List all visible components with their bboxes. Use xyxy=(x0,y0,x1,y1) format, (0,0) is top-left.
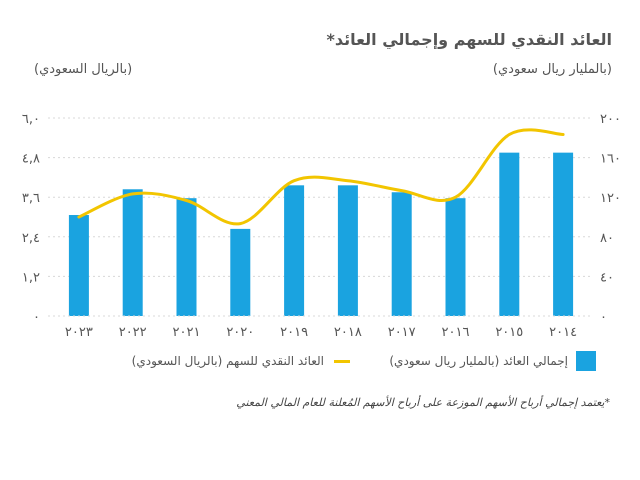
right-y-tick-label: ٤٠ xyxy=(600,270,614,285)
line-series xyxy=(77,128,565,226)
bar-series xyxy=(68,152,574,316)
legend-bar-label: إجمالي العائد (بالمليار ريال سعودي) xyxy=(389,354,568,368)
left-y-tick-label: ٠ xyxy=(33,310,40,325)
left-y-axis: ٠ ١,٢ ٢,٤ ٣,٦ ٤,٨ ٦,٠ xyxy=(22,112,40,325)
x-tick-label: ٢٠١٧ xyxy=(388,325,416,340)
legend-line-label: العائد النقدي للسهم (بالريال السعودي) xyxy=(131,354,324,368)
bar xyxy=(68,215,89,316)
right-y-axis: ٠ ٤٠ ٨٠ ١٢٠ ١٦٠ ٢٠٠ xyxy=(600,112,621,325)
right-y-tick-label: ٨٠ xyxy=(600,231,614,246)
right-y-tick-label: ٠ xyxy=(600,310,607,325)
left-y-tick-label: ٢,٤ xyxy=(22,231,40,246)
bar xyxy=(445,198,466,316)
x-tick-label: ٢٠١٦ xyxy=(442,325,470,340)
x-axis: ٢٠٢٣ ٢٠٢٢ ٢٠٢١ ٢٠٢٠ ٢٠١٩ ٢٠١٨ ٢٠١٧ ٢٠١٦ ٢٠١٥ ٢٠١٤ xyxy=(48,315,590,340)
bar xyxy=(337,185,358,316)
right-y-tick-label: ١٢٠ xyxy=(600,191,621,206)
x-tick-label: ٢٠١٤ xyxy=(549,325,577,340)
footnote: *يعتمد إجمالي أرباح الأسهم الموزعة على أ… xyxy=(236,396,610,409)
bar xyxy=(553,152,574,316)
left-y-tick-label: ٦,٠ xyxy=(22,112,40,127)
right-y-tick-label: ١٦٠ xyxy=(600,152,621,167)
x-tick-label: ٢٠١٥ xyxy=(495,325,523,340)
right-axis-unit: (بالمليار ريال سعودي) xyxy=(492,62,612,77)
x-tick-label: ٢٠١٩ xyxy=(280,325,308,340)
legend-bar-swatch xyxy=(576,351,596,371)
legend-line-swatch xyxy=(334,359,350,363)
bar xyxy=(122,189,143,316)
x-tick-label: ٢٠٢١ xyxy=(173,325,201,340)
chart-title: العائد النقدي للسهم وإجمالي العائد* xyxy=(326,30,612,49)
series-line xyxy=(77,128,565,226)
x-tick-label: ٢٠١٨ xyxy=(334,325,362,340)
left-y-tick-label: ٣,٦ xyxy=(22,191,40,206)
x-tick-label: ٢٠٢٠ xyxy=(226,325,254,340)
bar xyxy=(230,228,251,316)
bar xyxy=(499,152,520,316)
left-y-tick-label: ١,٢ xyxy=(22,270,40,285)
legend-item-dividend-per-share: العائد النقدي للسهم (بالريال السعودي) xyxy=(132,350,350,372)
bar xyxy=(176,198,197,316)
left-y-tick-label: ٤,٨ xyxy=(22,152,40,167)
legend-item-total-return: إجمالي العائد (بالمليار ريال سعودي) xyxy=(389,350,596,372)
x-tick-label: ٢٠٢٣ xyxy=(65,325,93,340)
bar xyxy=(284,185,305,316)
right-y-tick-label: ٢٠٠ xyxy=(600,112,621,127)
x-tick-label: ٢٠٢٢ xyxy=(119,325,147,340)
bar xyxy=(391,192,412,316)
left-axis-unit: (بالريال السعودي) xyxy=(34,62,133,77)
